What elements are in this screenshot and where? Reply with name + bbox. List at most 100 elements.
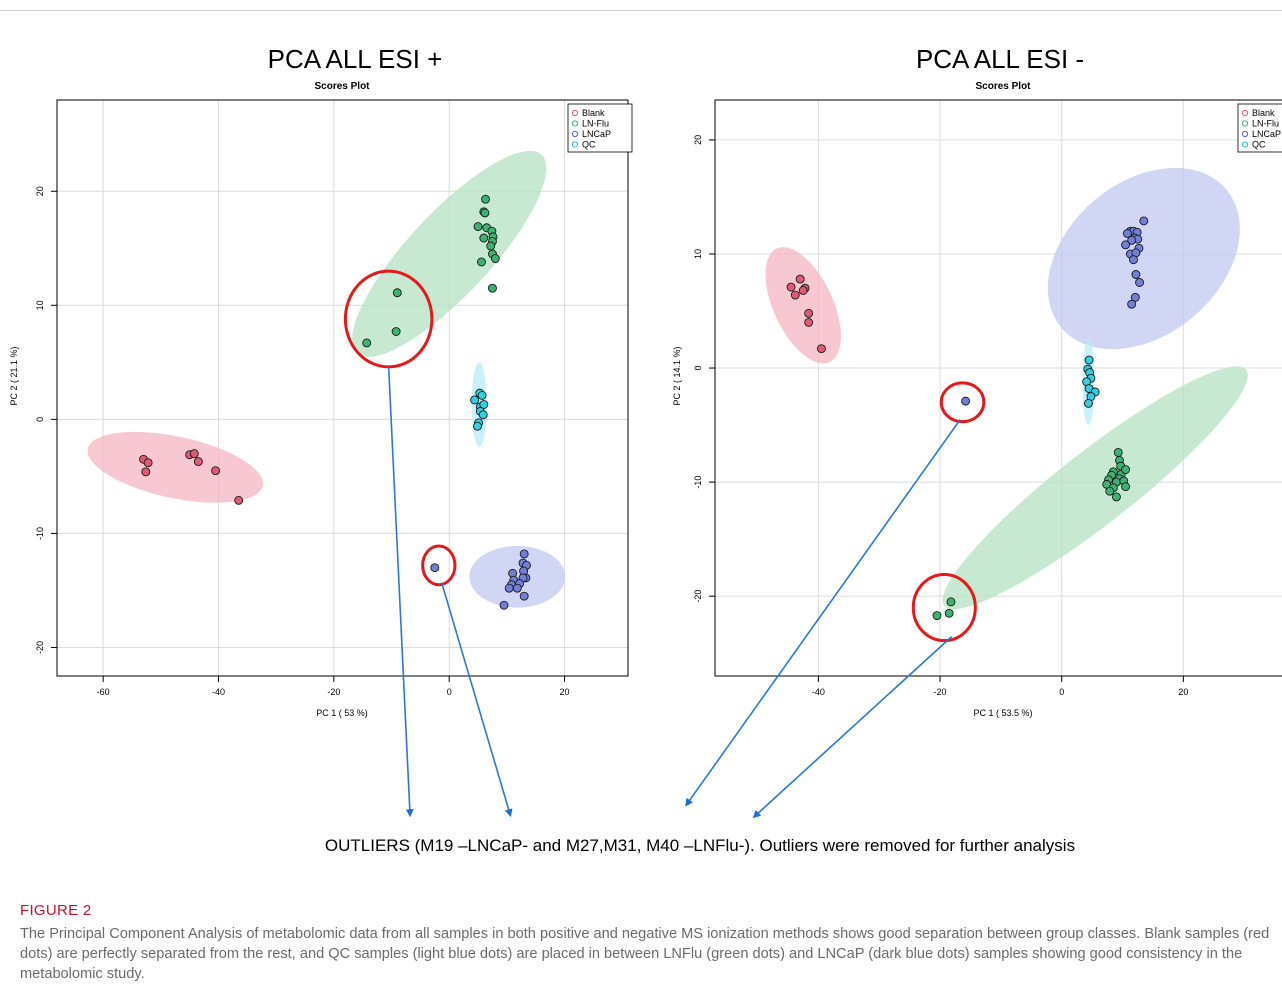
data-point-ln-flu: [1121, 465, 1131, 475]
figure-label: FIGURE 2: [20, 902, 92, 919]
data-point-ln-flu: [488, 283, 497, 293]
legend-marker-blank: [1241, 109, 1249, 117]
y-tick-label: 0: [693, 366, 703, 371]
x-tick-label: -40: [812, 687, 825, 697]
x-tick-label: 0: [1059, 687, 1064, 697]
legend-marker-ln-flu: [571, 120, 579, 127]
y-tick-label: 10: [35, 300, 45, 310]
confidence-ellipse-ln-flu: [942, 366, 1248, 610]
y-tick-label: 20: [693, 135, 703, 145]
legend-marker-ln-flu: [1241, 120, 1249, 127]
right-panel-title: PCA ALL ESI -: [915, 44, 1085, 74]
data-point-qc: [473, 421, 482, 431]
x-tick-label: 0: [447, 687, 452, 697]
data-point-blank: [804, 308, 814, 318]
confidence-ellipse-lncap: [1047, 167, 1240, 350]
data-point-ln-flu: [480, 208, 490, 218]
y-tick-label: 10: [693, 249, 703, 259]
data-point-ln-flu: [1111, 492, 1121, 502]
data-point-ln-flu: [944, 608, 954, 618]
data-point-ln-flu: [481, 194, 490, 204]
data-point-ln-flu: [1121, 482, 1131, 492]
top-rule: [0, 10, 1282, 11]
data-point-blank: [211, 466, 221, 476]
confidence-ellipse-lncap: [469, 545, 566, 608]
plot-area: [715, 100, 1282, 676]
data-point-blank: [795, 274, 805, 284]
data-point-qc: [1084, 355, 1094, 365]
plot-subtitle: Scores Plot: [314, 81, 370, 92]
data-point-ln-flu: [392, 288, 402, 298]
legend-label: QC: [1252, 140, 1266, 150]
x-tick-label: -40: [212, 687, 225, 697]
outlier-arrow: [387, 366, 414, 818]
outlier-arrow: [685, 419, 961, 807]
plot-area: [57, 100, 628, 676]
y-tick-label: 0: [35, 417, 45, 422]
plot-frame: [714, 99, 1282, 677]
data-point-ln-flu: [1113, 447, 1123, 457]
data-point-lncap: [1139, 216, 1149, 226]
confidence-ellipse-blank: [87, 431, 263, 503]
y-tick-label: -20: [35, 641, 45, 654]
data-point-ln-flu: [473, 222, 483, 232]
data-point-lncap: [1130, 292, 1140, 302]
data-point-lncap: [1127, 235, 1137, 245]
data-point-ln-flu: [932, 611, 942, 620]
data-point-lncap: [519, 549, 529, 559]
data-point-ln-flu: [490, 254, 500, 263]
data-point-lncap: [1122, 228, 1132, 238]
data-point-blank: [816, 344, 826, 354]
data-point-blank: [790, 290, 800, 300]
x-axis-label: PC 1 ( 53.5 %): [973, 708, 1032, 718]
data-point-blank: [143, 458, 153, 468]
confidence-ellipse-ln-flu: [352, 150, 547, 357]
esi-negative-scores-plot: Scores Plot -40 -20 0 20 -20 -10 0 10 20 PC 1 ( 53…: [672, 81, 1282, 718]
y-tick-label: 20: [35, 186, 45, 196]
data-point-qc: [478, 410, 488, 420]
x-tick-label: -20: [934, 687, 947, 697]
outlier-marker-circle: [939, 381, 986, 424]
outlier-arrow: [752, 636, 953, 819]
data-point-lncap: [504, 583, 514, 593]
data-point-lncap: [1135, 278, 1145, 287]
plot-frame: [56, 99, 629, 677]
y-tick-label: -10: [693, 476, 703, 489]
legend-box: [567, 103, 633, 153]
x-tick-label: -60: [97, 687, 110, 697]
outlier-arrows: [387, 366, 961, 819]
data-point-lncap: [1129, 255, 1138, 265]
data-point-lncap: [499, 600, 509, 610]
legend-label: LNCaP: [582, 129, 611, 139]
legend-label: LN-Flu: [582, 119, 609, 129]
legend-label: LNCaP: [1252, 129, 1281, 139]
data-point-ln-flu: [486, 241, 496, 251]
data-point-lncap: [1121, 240, 1131, 250]
data-point-blank: [798, 286, 808, 295]
outliers-note: OUTLIERS (M19 –LNCaP- and M27,M31, M40 –…: [324, 836, 1076, 855]
confidence-ellipse-blank: [765, 247, 841, 364]
legend-label: Blank: [1252, 108, 1275, 118]
data-point-ln-flu: [1105, 486, 1115, 496]
data-point-ln-flu: [946, 597, 956, 607]
data-point-ln-flu: [362, 338, 372, 348]
data-point-blank: [786, 282, 796, 292]
data-point-ln-flu: [479, 233, 489, 243]
legend-label: Blank: [582, 108, 605, 118]
data-point-ln-flu: [391, 327, 401, 336]
legend-marker-qc: [571, 141, 579, 148]
data-point-qc: [1084, 398, 1093, 408]
legend-label: LN-Flu: [1252, 119, 1279, 129]
legend-marker-lncap: [571, 130, 579, 138]
y-tick-label: -20: [693, 590, 703, 603]
y-tick-label: -10: [35, 527, 45, 540]
data-point-blank: [234, 495, 244, 505]
x-tick-label: 20: [1178, 687, 1188, 697]
outlier-marker-circle: [421, 544, 457, 587]
data-point-lncap: [512, 583, 522, 593]
x-tick-label: 20: [560, 687, 570, 697]
legend-marker-blank: [571, 109, 579, 117]
